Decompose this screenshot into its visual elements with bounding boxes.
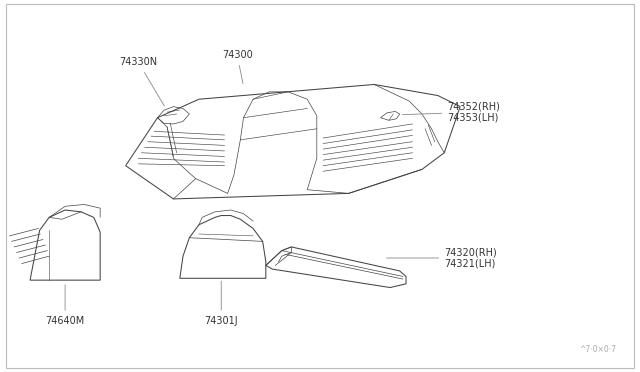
Text: 74320(RH)
74321(LH): 74320(RH) 74321(LH) bbox=[387, 247, 497, 269]
Text: 74301J: 74301J bbox=[204, 281, 238, 326]
Text: 74640M: 74640M bbox=[45, 285, 84, 326]
Text: 74300: 74300 bbox=[222, 50, 253, 84]
Text: 74352(RH)
74353(LH): 74352(RH) 74353(LH) bbox=[403, 101, 500, 123]
Text: ^7·0×0·7: ^7·0×0·7 bbox=[579, 345, 616, 354]
Text: 74330N: 74330N bbox=[119, 57, 164, 106]
